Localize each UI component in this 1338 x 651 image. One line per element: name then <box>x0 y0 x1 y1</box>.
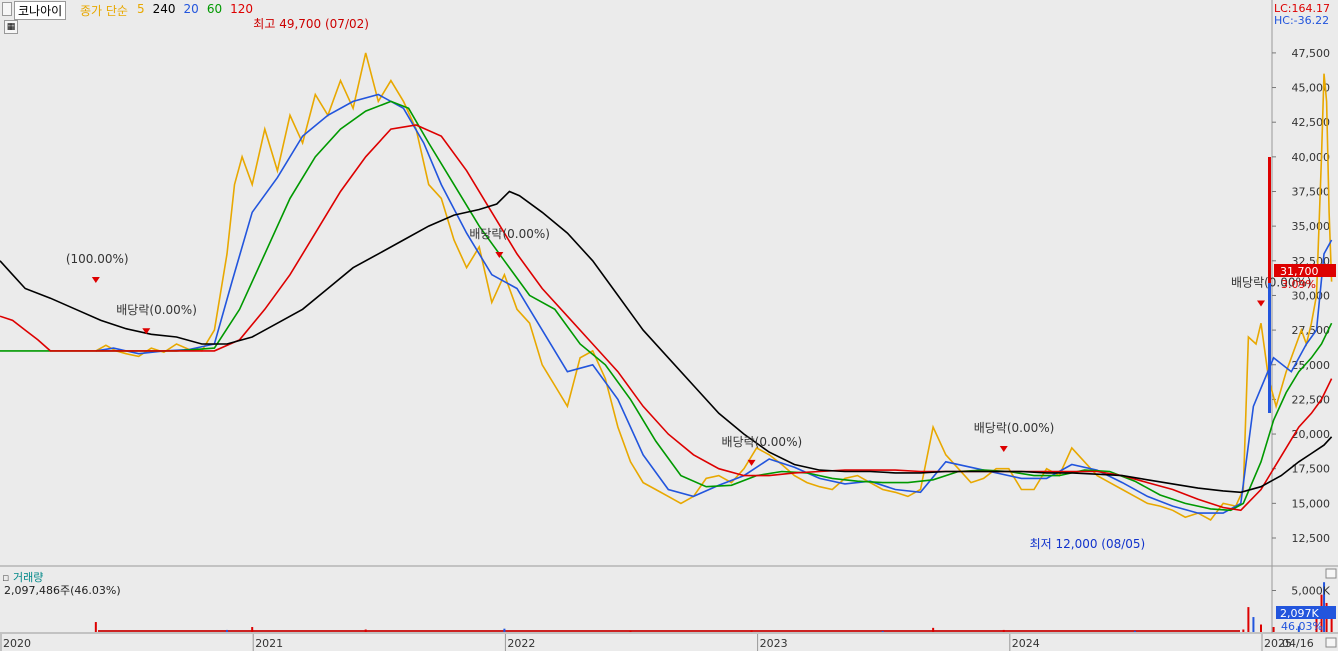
ma-legend-item: 5 <box>137 2 145 16</box>
volume-bar <box>629 630 632 632</box>
volume-pct-label: 46.03% <box>1281 620 1323 633</box>
price-tick-label: 22,500 <box>1292 393 1331 406</box>
moving-average-lines <box>0 52 1333 522</box>
volume-y-axis: 5,000K <box>1272 585 1331 598</box>
volume-current-label: 2,097K <box>1280 607 1319 620</box>
x-tick-label: 2020 <box>3 637 31 650</box>
volume-bar <box>932 627 935 632</box>
price-tick-label: 20,000 <box>1292 428 1331 441</box>
event-arrow <box>1257 300 1265 307</box>
volume-bar <box>1247 607 1250 632</box>
current-price-box <box>1274 264 1336 277</box>
volume-bar <box>1315 613 1318 632</box>
volume-bar <box>1260 624 1262 632</box>
hc-label: HC:-36.22 <box>1274 14 1329 27</box>
volume-bar <box>881 631 884 633</box>
price-tick-label: 45,000 <box>1292 82 1331 95</box>
price-tick-label: 42,500 <box>1292 116 1331 129</box>
ma-legend-item: 120 <box>230 2 254 16</box>
x-tick-label: 2025 <box>1264 637 1292 650</box>
scroll-up-button[interactable] <box>1325 568 1337 579</box>
volume-bar <box>1252 617 1255 632</box>
event-arrow <box>495 252 504 259</box>
price-tick-label: 12,500 <box>1292 532 1331 545</box>
volume-current-box <box>1276 606 1336 619</box>
event-arrow <box>999 446 1008 453</box>
price-range-bar-down <box>1268 283 1271 413</box>
ma-legend-item: 60 <box>206 2 223 16</box>
annotations: 최고 49,700 (07/02) 최저 12,000 (08/05) (100.0… <box>66 17 1312 551</box>
event-arrow <box>142 328 151 335</box>
price-y-axis: 12,50015,00017,50020,00022,50025,00027,5… <box>1272 47 1330 545</box>
price-range-bar-up <box>1268 157 1271 283</box>
volume-toggle-icon[interactable]: ▫ <box>2 571 10 584</box>
volume-title: 거래량 <box>12 571 44 584</box>
lc-label: LC:164.17 <box>1274 2 1330 15</box>
x-tick-label: 2023 <box>760 637 788 650</box>
volume-bar <box>1133 630 1136 632</box>
x-axis-date-label: 04/16 <box>1282 637 1314 650</box>
x-axis-strip <box>0 634 1338 651</box>
stock-name[interactable]: 코나아이 <box>14 1 67 20</box>
ma-line-240 <box>0 190 1333 494</box>
x-tick-label: 2022 <box>507 637 535 650</box>
price-tick-label: 17,500 <box>1292 463 1331 476</box>
annotation-event: 배당락(0.00%) <box>1231 276 1312 290</box>
annotation-event: 배당락(0.00%) <box>974 421 1055 435</box>
x-axis: 2020 2021 2022 2023 2024 2025 <box>0 634 1292 651</box>
volume-bar <box>225 629 228 632</box>
price-panel <box>0 0 1272 565</box>
price-tick-label: 40,000 <box>1292 151 1331 164</box>
collapse-icon[interactable] <box>2 2 12 16</box>
grid-icon[interactable]: ▦ <box>4 20 18 34</box>
price-tick-label: 47,500 <box>1292 47 1331 60</box>
annotation-event: 배당락(0.00%) <box>469 227 550 241</box>
annotation-event: 배당락(0.00%) <box>116 303 197 317</box>
ma-legend-item: 20 <box>183 2 199 16</box>
annotation-low: 최저 12,000 (08/05) <box>1030 537 1146 551</box>
volume-tick-label: 5,000K <box>1291 585 1330 598</box>
annotation-event: 배당락(0.00%) <box>722 435 803 449</box>
volume-bar <box>1297 626 1300 632</box>
volume-bar <box>1330 614 1333 632</box>
price-tick-label: 27,500 <box>1292 324 1331 337</box>
volume-bar <box>1002 629 1005 632</box>
price-tick-label: 30,000 <box>1292 289 1331 302</box>
volume-bar <box>364 629 367 632</box>
volume-bar <box>750 630 753 632</box>
volume-value: 2,097,486주(46.03%) <box>4 584 121 597</box>
volume-bar <box>1272 627 1275 632</box>
price-tick-label: 37,500 <box>1292 186 1331 199</box>
ma-legend: 5 240 20 60 120 <box>137 2 261 16</box>
ma-legend-item: 240 <box>152 2 176 16</box>
price-tick-label: 35,000 <box>1292 220 1331 233</box>
current-price-label: 31,700 <box>1280 265 1319 278</box>
ma-legend-label: 종가 단순 <box>80 4 128 18</box>
volume-bar <box>1242 629 1245 632</box>
scroll-down-button[interactable] <box>1325 637 1337 648</box>
volume-bar <box>94 622 97 632</box>
volume-title-row: ▫ 거래량 <box>2 569 43 585</box>
ma-line-120 <box>0 124 1333 512</box>
x-tick-label: 2024 <box>1012 637 1040 650</box>
event-arrow <box>747 459 756 466</box>
volume-bar <box>503 628 506 632</box>
annotation-high: 최고 49,700 (07/02) <box>253 17 369 31</box>
x-tick-label: 2021 <box>255 637 283 650</box>
volume-bars <box>94 582 1333 633</box>
annotation-event: (100.00%) <box>66 252 129 266</box>
change-label: 3.09% <box>1281 278 1316 291</box>
volume-bar <box>251 627 254 632</box>
event-arrow <box>91 276 100 283</box>
price-tick-label: 15,000 <box>1292 497 1331 510</box>
